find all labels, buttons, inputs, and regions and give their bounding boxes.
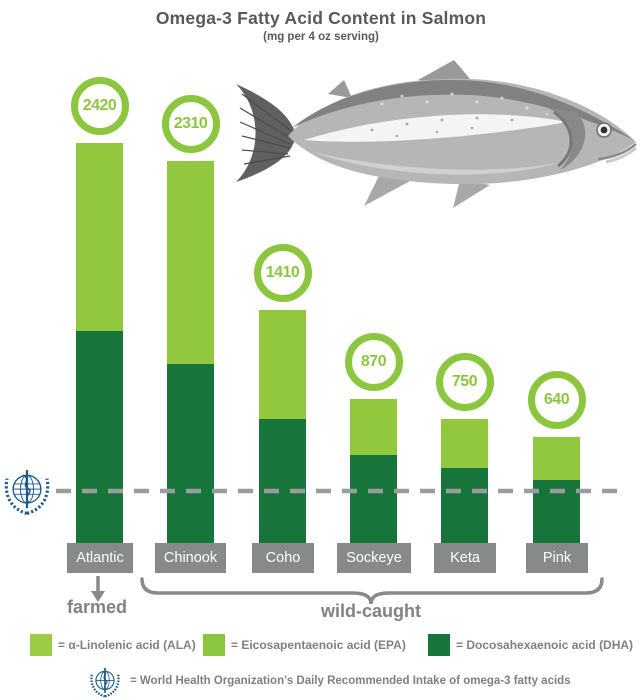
legend-swatch-icon: [30, 634, 52, 656]
group-label-wild-caught: wild-caught: [321, 601, 421, 621]
value-badge: 750: [435, 353, 494, 411]
salmon-fish-illustration: [236, 60, 637, 208]
page-subtitle: (mg per 4 oz serving): [263, 31, 379, 43]
bar-segment-dha: [76, 331, 123, 543]
bar-segment-ala-epa: [441, 419, 488, 468]
page-title: Omega-3 Fatty Acid Content in Salmon: [155, 8, 487, 28]
legend-item: = Eicosapentaenoic acid (EPA): [203, 634, 406, 656]
category-label-coho: Coho: [252, 543, 314, 573]
who-emblem-icon: [4, 470, 50, 515]
legend-label: = Eicosapentaenoic acid (EPA): [231, 638, 406, 652]
farmed-arrow-icon: [91, 576, 105, 602]
bar-segment-ala-epa: [533, 437, 580, 480]
category-label-keta: Keta: [434, 543, 496, 573]
bar-segment-dha: [350, 455, 397, 543]
value-badge: 1410: [253, 244, 312, 302]
who-reference-dashed-line: [56, 488, 624, 494]
value-badge: 870: [344, 333, 403, 391]
legend-label: = α-Linolenic acid (ALA): [58, 638, 196, 652]
legend-swatch-icon: [203, 634, 225, 656]
value-badge: 2420: [70, 77, 129, 135]
legend-item: = Docosahexaenoic acid (DHA): [428, 634, 633, 656]
category-label-chinook: Chinook: [155, 543, 226, 573]
bar-segment-ala-epa: [350, 399, 397, 455]
bar-segment-dha: [167, 364, 214, 543]
who-footnote-row: = World Health Organization's Daily Reco…: [88, 664, 571, 698]
category-label-sockeye: Sockeye: [337, 543, 411, 573]
who-emblem-small-icon: [90, 667, 120, 698]
value-badge: 2310: [161, 95, 220, 153]
group-label-farmed: farmed: [66, 597, 128, 617]
bar-segment-dha: [441, 468, 488, 543]
bar-segment-ala-epa: [259, 310, 306, 419]
bar-segment-dha: [259, 419, 306, 543]
value-badge: 640: [527, 371, 586, 429]
category-label-pink: Pink: [526, 543, 588, 573]
bar-segment-ala-epa: [167, 161, 214, 364]
legend-label: = Docosahexaenoic acid (DHA): [456, 638, 634, 652]
legend-swatch-icon: [428, 634, 450, 656]
category-label-atlantic: Atlantic: [67, 543, 133, 573]
who-footnote-text: = World Health Organization's Daily Reco…: [130, 675, 571, 687]
wild-caught-brace: [140, 577, 604, 605]
legend-item: = α-Linolenic acid (ALA): [30, 634, 196, 656]
bar-segment-ala-epa: [76, 143, 123, 331]
